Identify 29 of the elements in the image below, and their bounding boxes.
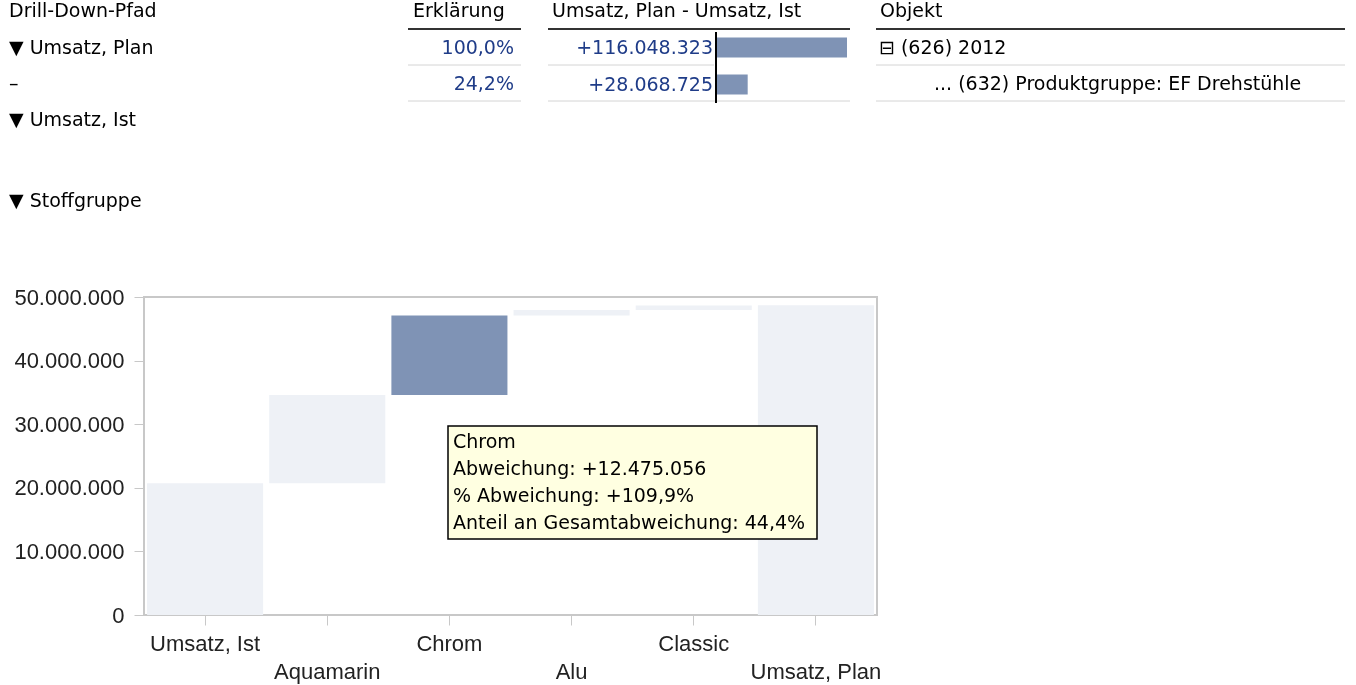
- text: Drill-Down-Pfad: [9, 0, 157, 21]
- x-tick-label: Aquamarin: [274, 659, 381, 684]
- y-tick-label: 40.000.000: [14, 348, 125, 374]
- text: ... (632) Produktgruppe: EF Drehstühle: [934, 72, 1302, 94]
- x-tick-label: Umsatz, Plan: [750, 659, 882, 684]
- bar: [147, 483, 264, 615]
- x-tick-label: Umsatz, Ist: [150, 631, 261, 656]
- y-tick-label: 20.000.000: [14, 475, 125, 501]
- text: –: [9, 72, 19, 94]
- y-tick-label: 10.000.000: [14, 538, 125, 564]
- data-label: +28.068.725: [588, 72, 713, 95]
- text: 100,0%: [441, 36, 514, 58]
- y-tick-label: 0: [112, 602, 125, 628]
- chart-title: Umsatz, Plan - Umsatz, Ist: [552, 0, 802, 21]
- x-tick-label: Classic: [658, 631, 730, 656]
- text: 24,2%: [453, 72, 514, 94]
- text: ▼ Umsatz, Ist: [9, 108, 137, 130]
- bar: [391, 315, 508, 395]
- x-tick-label: Chrom: [416, 631, 483, 656]
- annotation: Chrom Abweichung: +12.475.056 % Abweichung: +109,9% Anteil an Gesamtabweichung: 44,4%: [453, 430, 806, 533]
- y-tick-label: 30.000.000: [14, 411, 125, 437]
- text: ▼ Umsatz, Plan: [9, 36, 154, 58]
- text: ⊟ (626) 2012: [879, 36, 1007, 58]
- y-tick-label: 50.000.000: [14, 284, 125, 310]
- x-tick-label: Alu: [555, 659, 588, 684]
- chart-title: ▼ Stoffgruppe: [9, 189, 142, 211]
- text: Objekt: [880, 0, 943, 21]
- text: Erklärung: [413, 0, 505, 21]
- data-label: +116.048.323: [576, 35, 713, 58]
